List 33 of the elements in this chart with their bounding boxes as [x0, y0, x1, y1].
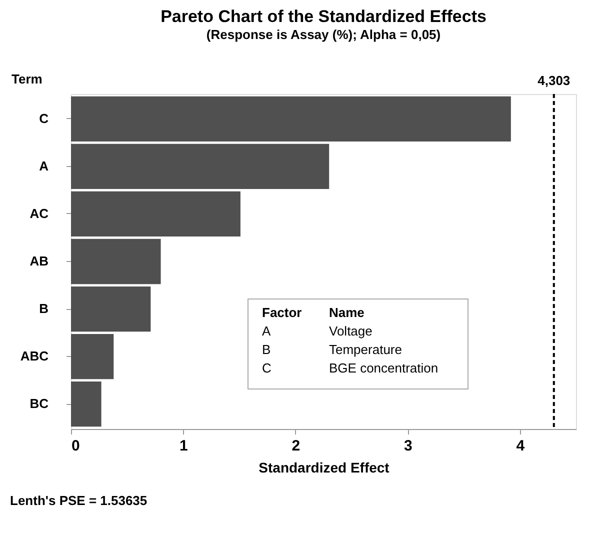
y-tick-label: C: [39, 110, 50, 126]
y-tick-label: B: [39, 301, 48, 316]
annotation: Temperature: [329, 342, 402, 357]
annotation: BGE concentration: [329, 360, 438, 376]
bar: [71, 381, 102, 427]
chart-subtitle: (Response is Assay (%); Alpha = 0,05): [206, 27, 441, 42]
bar: [71, 96, 511, 142]
text: Lenth's PSE = 1.53635: [10, 493, 148, 508]
x-tick-label: 3: [404, 438, 412, 454]
y-axis-title: Term: [12, 72, 42, 86]
chart-title: Pareto Chart of the Standardized Effects: [160, 7, 486, 26]
ref-line-label: 4,303: [538, 73, 570, 88]
y-tick-label: A: [39, 158, 50, 174]
y-tick-label: BC: [30, 396, 50, 412]
annotation: Factor: [262, 305, 302, 320]
x-axis-title: Standardized Effect: [258, 460, 390, 476]
y-tick-label: ABC: [20, 348, 50, 364]
x-tick-label: 1: [180, 438, 188, 454]
bar: [71, 238, 161, 284]
y-tick-label: AB: [30, 254, 48, 268]
annotation: C: [262, 360, 272, 376]
annotation: Voltage: [329, 324, 372, 338]
y-tick-label: AC: [30, 206, 50, 221]
bar: [71, 191, 240, 237]
x-tick-label: 2: [292, 438, 300, 454]
bar: [71, 286, 151, 332]
x-tick-label: 0: [72, 438, 80, 454]
annotation: Name: [329, 305, 364, 320]
x-tick-label: 4: [516, 438, 526, 454]
bar: [71, 144, 330, 190]
annotation: A: [262, 324, 271, 338]
bar: [71, 334, 114, 380]
annotation: B: [262, 342, 271, 357]
